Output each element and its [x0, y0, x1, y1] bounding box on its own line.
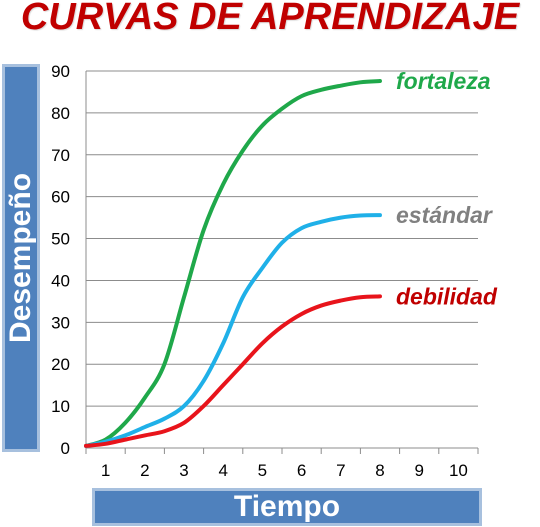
series-label-debilidad: debilidad [396, 283, 498, 309]
axes [85, 71, 479, 454]
series-labels: fortaleza estándar debilidad [396, 68, 498, 309]
x-tick-label: 5 [258, 461, 267, 480]
x-tick-labels: 1 2 3 4 5 6 7 8 9 10 [101, 461, 468, 480]
series-line-fortaleza [84, 79, 382, 448]
x-tick-label: 4 [218, 461, 227, 480]
x-tick-label: 8 [375, 461, 384, 480]
y-tick-label: 70 [51, 146, 70, 165]
y-tick-label: 90 [51, 62, 70, 81]
series-label-estándar: estándar [396, 202, 493, 228]
y-tick-label: 80 [51, 104, 70, 123]
x-tick-label: 6 [297, 461, 306, 480]
y-tick-label: 40 [51, 271, 70, 290]
y-tick-label: 60 [51, 188, 70, 207]
series-line-estándar [84, 213, 382, 448]
x-tick-label: 9 [414, 461, 423, 480]
y-axis-label-box: Desempeño [2, 64, 40, 452]
x-tick-label: 2 [140, 461, 149, 480]
x-tick-label: 1 [101, 461, 110, 480]
series-lines [84, 79, 382, 448]
y-tick-label: 30 [51, 313, 70, 332]
x-tick-label: 3 [179, 461, 188, 480]
y-tick-label: 0 [61, 439, 70, 458]
y-tick-label: 20 [51, 355, 70, 374]
x-tick-label: 10 [449, 461, 468, 480]
x-axis-label-box: Tiempo [92, 488, 482, 526]
x-axis-label: Tiempo [233, 490, 341, 523]
grid-lines [86, 70, 478, 407]
series-line-debilidad [84, 294, 382, 448]
y-tick-labels: 0 10 20 30 40 50 60 70 80 90 [51, 62, 70, 458]
y-tick-label: 50 [51, 230, 70, 249]
series-label-fortaleza: fortaleza [396, 68, 491, 94]
y-tick-label: 10 [51, 397, 70, 416]
x-tick-label: 7 [336, 461, 345, 480]
chart-title: CURVAS DE APRENDIZAJE [20, 0, 520, 38]
